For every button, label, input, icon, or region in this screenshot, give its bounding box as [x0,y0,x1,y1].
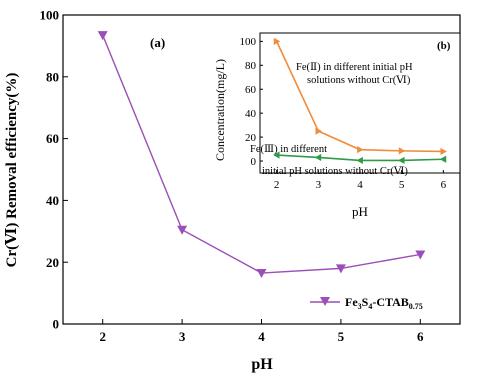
main-y-tick-label: 80 [46,69,59,84]
fe3-annotation-line1: Fe(Ⅲ) in different [250,144,327,155]
inset-x-tick-label: 6 [441,179,447,191]
main-y-tick-label: 0 [53,317,60,332]
main-y-tick-label: 60 [46,131,59,146]
inset-x-tick-label: 5 [399,179,405,191]
inset-series-1-point [398,156,405,165]
inset-series-1-point [439,155,447,163]
inset-series-0-point [440,147,447,156]
main-legend: Fe3S4-CTAB0.75 [310,295,423,311]
inset-series-0-point [273,37,281,45]
inset-y-axis-label: Concentration(mg/L) [213,59,227,161]
main-x-tick-label: 3 [179,329,186,344]
main-x-tick-label: 2 [99,329,106,344]
inset-series-1-point [356,156,363,165]
inset-series-0-point [398,147,406,155]
inset-y-tick-label: 0 [251,156,257,168]
main-x-tick-label: 4 [258,329,265,344]
main-series-0-point [256,269,267,279]
main-x-tick-label: 6 [417,329,424,344]
legend-label: Fe3S4-CTAB0.75 [345,295,423,311]
inset-series-1-point [273,151,280,159]
main-series-0-point [97,31,108,41]
inset-y-tick-label: 80 [245,60,257,72]
main-x-tick-label: 5 [338,329,345,344]
inset-y-tick-label: 100 [240,36,257,48]
fe2-annotation-line2: solutions without Cr(Ⅵ) [307,75,411,86]
fe3-annotation-line2: initial pH solutions without Cr(Ⅵ) [262,166,408,177]
legend-marker [320,297,330,306]
inset-y-tick-label: 20 [245,132,257,144]
main-series-0-point [415,250,426,260]
inset-y-tick-label: 40 [245,108,257,120]
inset-x-tick-label: 2 [274,179,280,191]
inset-x-axis-label: pH [352,204,368,219]
inset-series-0-point [357,146,364,154]
inset-y-tick-label: 60 [245,84,257,96]
main-y-tick-label: 40 [46,193,59,208]
inset-x-tick-label: 3 [316,179,322,191]
main-y-axis-label: Cr(Ⅵ) Removal efficiency(%) [4,73,20,268]
fe2-annotation-line1: Fe(Ⅱ) in different initial pH [296,62,413,73]
main-series-0-point [177,225,188,235]
inset-x-tick-label: 4 [357,179,363,191]
main-x-axis-label: pH [251,356,273,373]
main-panel-label: (a) [150,35,165,50]
inset-series-0-point [315,127,322,135]
main-series-0-point [335,264,346,274]
main-y-tick-label: 100 [40,8,60,23]
main-y-tick-label: 20 [46,255,59,270]
inset-chart: 2 3 4 5 6 0 20 40 60 80 100 (b) pH Concentration(… [213,32,461,219]
inset-panel-label: (b) [437,40,451,52]
inset-series-1-point [314,153,322,162]
